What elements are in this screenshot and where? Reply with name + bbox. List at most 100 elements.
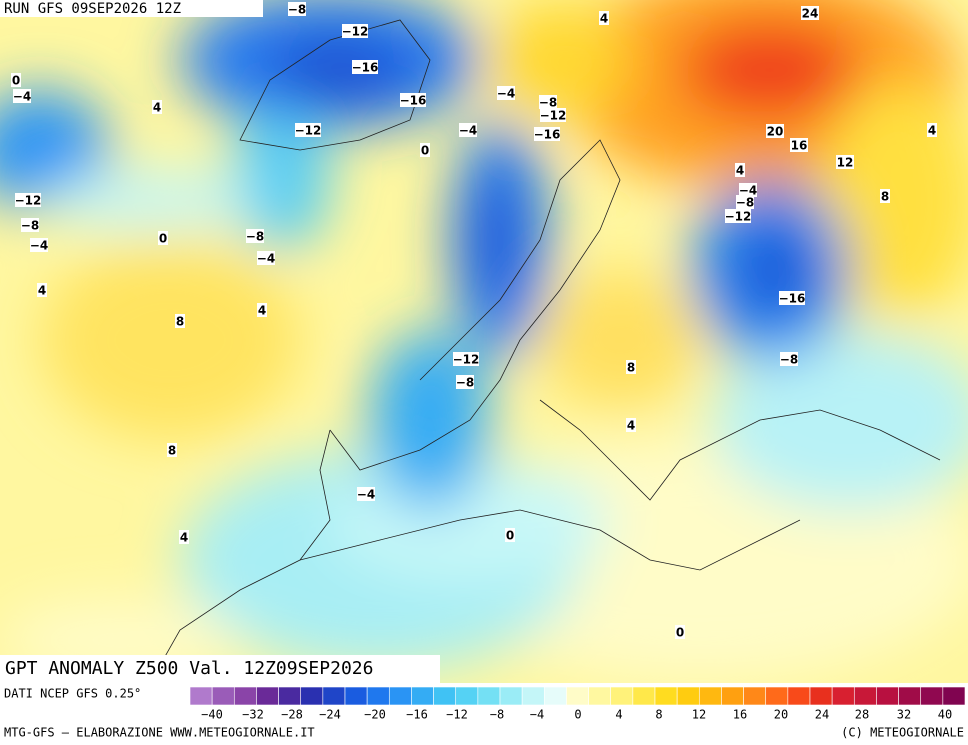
colorbar-swatch <box>322 686 346 706</box>
colorbar-tick-label: 0 <box>574 708 581 722</box>
colorbar-swatch <box>898 686 922 706</box>
contour-label: 4 <box>627 419 635 433</box>
contour-label-box <box>179 530 189 544</box>
contour-label-box <box>790 138 808 152</box>
contour-label: 0 <box>159 232 167 246</box>
footer-right: (C) METEOGIORNALE <box>841 726 964 740</box>
contour-label: 0 <box>12 74 20 88</box>
contour-label-box <box>257 303 267 317</box>
contour-label-box <box>456 375 474 389</box>
contour-label: −4 <box>30 239 48 253</box>
contour-label-box <box>736 195 754 209</box>
colorbar-swatch <box>632 686 656 706</box>
contour-label: −4 <box>459 124 477 138</box>
contour-label-box <box>257 251 275 265</box>
title-box <box>0 655 440 683</box>
contour-label: 4 <box>736 164 744 178</box>
contour-label-box <box>539 95 557 109</box>
contour-label: 24 <box>802 7 819 21</box>
contour-label: −8 <box>539 96 557 110</box>
contour-label-box <box>167 443 177 457</box>
contour-label-box <box>453 352 479 366</box>
contour-label: 4 <box>153 101 161 115</box>
colorbar-tick-label: 40 <box>938 708 952 722</box>
colorbar-swatch <box>942 686 966 706</box>
contour-label: −8 <box>736 196 754 210</box>
colorbar-swatch <box>765 686 789 706</box>
colorbar-tick-label: 28 <box>855 708 869 722</box>
run-box <box>0 0 263 17</box>
colorbar-swatch <box>566 686 589 706</box>
contour-label: −8 <box>780 353 798 367</box>
contour-label-box <box>626 360 636 374</box>
contour-label-box <box>21 218 39 232</box>
contour-label-box <box>766 124 784 138</box>
contour-label: −8 <box>456 376 474 390</box>
contour-label: −12 <box>295 124 322 138</box>
contour-label-box <box>246 229 264 243</box>
colorbar-tick-label: 20 <box>774 708 788 722</box>
contour-label: 0 <box>676 626 684 640</box>
contour-label: −8 <box>246 230 264 244</box>
colorbar-swatch <box>411 686 434 706</box>
colorbar: −40 −32 −28 −24 −20 −16 −12 −8 −4 0 4 8 12 16 20 24 28 32… <box>189 686 966 722</box>
contour-label-box <box>420 143 430 157</box>
contour-label-box <box>400 93 426 107</box>
footer-left: MTG-GFS – ELABORAZIONE WWW.METEOGIORNALE… <box>4 726 315 740</box>
contour-label: 12 <box>837 156 854 170</box>
colorbar-swatch <box>477 686 501 706</box>
contour-label-box <box>288 2 306 16</box>
colorbar-swatch <box>388 686 412 706</box>
contour-label-box <box>13 89 31 103</box>
colorbar-tick-label: −32 <box>242 708 264 722</box>
contour-label-box <box>459 123 477 137</box>
colorbar-swatch <box>521 686 545 706</box>
contour-label: −8 <box>288 3 306 17</box>
contour-label: −4 <box>357 488 375 502</box>
contour-label: −16 <box>779 292 806 306</box>
colorbar-swatch <box>300 686 324 706</box>
colorbar-swatch <box>499 686 523 706</box>
contour-label-box <box>675 625 685 639</box>
contour-label-box <box>534 127 560 141</box>
colorbar-swatch <box>721 686 744 706</box>
run-label: RUN GFS 09SEP2026 12Z <box>4 1 181 17</box>
anomaly-field <box>0 0 968 683</box>
contour-label-box <box>497 86 515 100</box>
contour-label-box <box>37 283 47 297</box>
contour-label: −4 <box>497 87 515 101</box>
contour-label: 20 <box>767 125 784 139</box>
contour-label: −12 <box>725 210 752 224</box>
colorbar-swatch <box>455 686 479 706</box>
colorbar-tick-label: −12 <box>446 708 468 722</box>
colorbar-tick-label: −16 <box>406 708 428 722</box>
colorbar-swatch <box>433 686 457 706</box>
contour-label-box <box>357 487 375 501</box>
contour-label: 4 <box>258 304 266 318</box>
contour-label: 4 <box>600 12 608 26</box>
contour-label-box <box>158 231 168 245</box>
colorbar-tick-label: −40 <box>201 708 223 722</box>
colorbar-swatch <box>344 686 368 706</box>
contour-label-box <box>626 418 636 432</box>
contour-label: −16 <box>400 94 427 108</box>
contour-label: 4 <box>180 531 188 545</box>
contour-label-box <box>780 352 798 366</box>
colorbar-swatch <box>698 686 722 706</box>
contour-label-box <box>15 193 41 207</box>
colorbar-tick-label: −4 <box>530 708 544 722</box>
colorbar-swatch <box>654 686 678 706</box>
map-title: GPT ANOMALY Z500 Val. 12Z09SEP2026 <box>5 658 373 679</box>
colorbar-tick-label: −28 <box>281 708 303 722</box>
colorbar-tick-label: −20 <box>364 708 386 722</box>
contour-label: 4 <box>928 124 936 138</box>
contour-label-box <box>540 108 566 122</box>
colorbar-swatch <box>588 686 612 706</box>
colorbar-swatch <box>610 686 634 706</box>
contour-label-box <box>175 314 185 328</box>
contour-label: 8 <box>176 315 184 329</box>
contour-label: −12 <box>342 25 369 39</box>
